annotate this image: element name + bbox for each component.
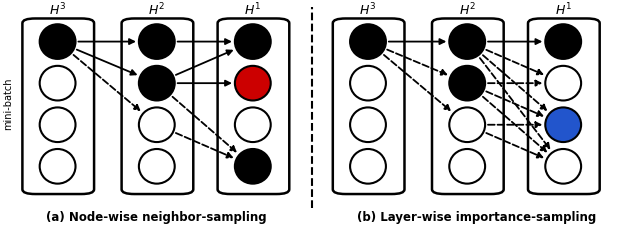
FancyBboxPatch shape [432, 18, 504, 194]
Text: $H^{2}$: $H^{2}$ [459, 2, 476, 19]
FancyBboxPatch shape [218, 18, 289, 194]
FancyBboxPatch shape [22, 18, 94, 194]
Ellipse shape [449, 149, 485, 184]
Ellipse shape [40, 107, 76, 142]
Ellipse shape [40, 24, 76, 59]
Ellipse shape [139, 149, 175, 184]
Ellipse shape [40, 66, 76, 100]
Ellipse shape [545, 107, 581, 142]
FancyBboxPatch shape [122, 18, 193, 194]
FancyBboxPatch shape [528, 18, 600, 194]
Text: $H^{2}$: $H^{2}$ [148, 2, 165, 19]
Ellipse shape [350, 66, 386, 100]
Text: (a) Node-wise neighbor-sampling: (a) Node-wise neighbor-sampling [47, 211, 267, 224]
Text: $H^{3}$: $H^{3}$ [49, 2, 66, 19]
Ellipse shape [235, 107, 271, 142]
Ellipse shape [449, 107, 485, 142]
Text: $H^{3}$: $H^{3}$ [360, 2, 376, 19]
Text: $H^{1}$: $H^{1}$ [244, 2, 261, 19]
Ellipse shape [235, 149, 271, 184]
Ellipse shape [350, 149, 386, 184]
FancyBboxPatch shape [333, 18, 404, 194]
Text: $H^{1}$: $H^{1}$ [555, 2, 572, 19]
Ellipse shape [449, 66, 485, 100]
Ellipse shape [545, 66, 581, 100]
Ellipse shape [40, 149, 76, 184]
Ellipse shape [139, 107, 175, 142]
Text: mini-batch: mini-batch [3, 78, 13, 130]
Ellipse shape [235, 24, 271, 59]
Ellipse shape [545, 149, 581, 184]
Ellipse shape [139, 66, 175, 100]
Ellipse shape [350, 24, 386, 59]
Ellipse shape [139, 24, 175, 59]
Ellipse shape [545, 24, 581, 59]
Ellipse shape [350, 107, 386, 142]
Ellipse shape [235, 66, 271, 100]
Ellipse shape [449, 24, 485, 59]
Text: (b) Layer-wise importance-sampling: (b) Layer-wise importance-sampling [357, 211, 596, 224]
